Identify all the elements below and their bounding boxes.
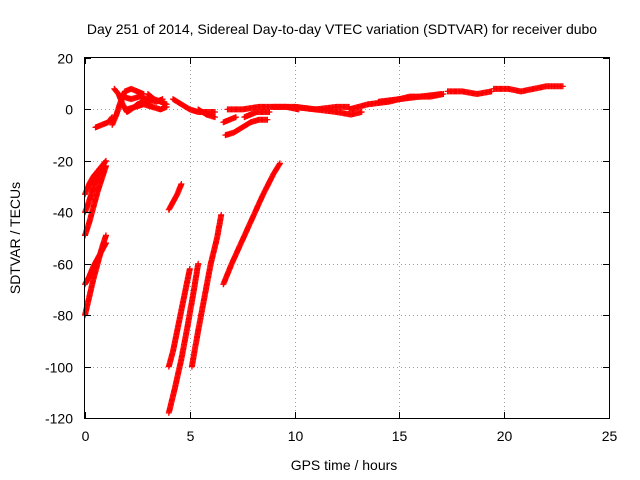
- y-tick-label: -80: [53, 308, 73, 324]
- y-axis-label: SDTVAR / TECUs: [7, 182, 23, 294]
- data-point: [212, 114, 218, 121]
- data-point: [212, 109, 218, 115]
- y-tick-label: -100: [45, 360, 73, 376]
- x-tick-label: 20: [497, 428, 513, 444]
- data-point: [103, 240, 109, 247]
- data-point: [103, 163, 109, 169]
- plot-frame: [84, 57, 610, 419]
- grid: [85, 58, 609, 418]
- data-point: [266, 109, 273, 115]
- x-tick-label: 10: [288, 428, 304, 444]
- data-point: [103, 232, 109, 239]
- data-point: [163, 101, 170, 108]
- y-tick-label: -60: [53, 257, 73, 273]
- axis-ticks: [85, 58, 610, 419]
- data-point: [178, 181, 185, 187]
- data-point: [559, 83, 566, 90]
- y-tick-label: 0: [65, 102, 73, 118]
- data-point: [358, 109, 365, 115]
- x-tick-label: 5: [187, 428, 195, 444]
- data-point: [218, 211, 225, 218]
- y-tick-labels: -120 -100 -80 -60 -40 -20 0 20: [45, 51, 73, 427]
- data-point: [264, 116, 271, 123]
- data-point: [276, 160, 283, 167]
- data-point: [102, 158, 109, 165]
- chart-title: Day 251 of 2014, Sidereal Day-to-day VTE…: [87, 21, 597, 37]
- y-tick-label: -20: [53, 154, 73, 170]
- x-tick-labels: 0 5 10 15 20 25: [82, 428, 618, 444]
- data-point: [186, 265, 193, 272]
- x-axis-label: GPS time / hours: [291, 457, 398, 473]
- x-tick-label: 0: [82, 428, 90, 444]
- y-tick-label: -40: [53, 205, 73, 221]
- data-points: [82, 83, 566, 416]
- y-tick-label: -120: [45, 411, 73, 427]
- x-tick-label: 15: [392, 428, 408, 444]
- x-tick-label: 25: [602, 428, 618, 444]
- data-point: [103, 157, 109, 164]
- y-tick-label: 20: [57, 51, 73, 67]
- data-point: [232, 114, 239, 121]
- data-point: [195, 260, 202, 267]
- data-point: [438, 91, 445, 97]
